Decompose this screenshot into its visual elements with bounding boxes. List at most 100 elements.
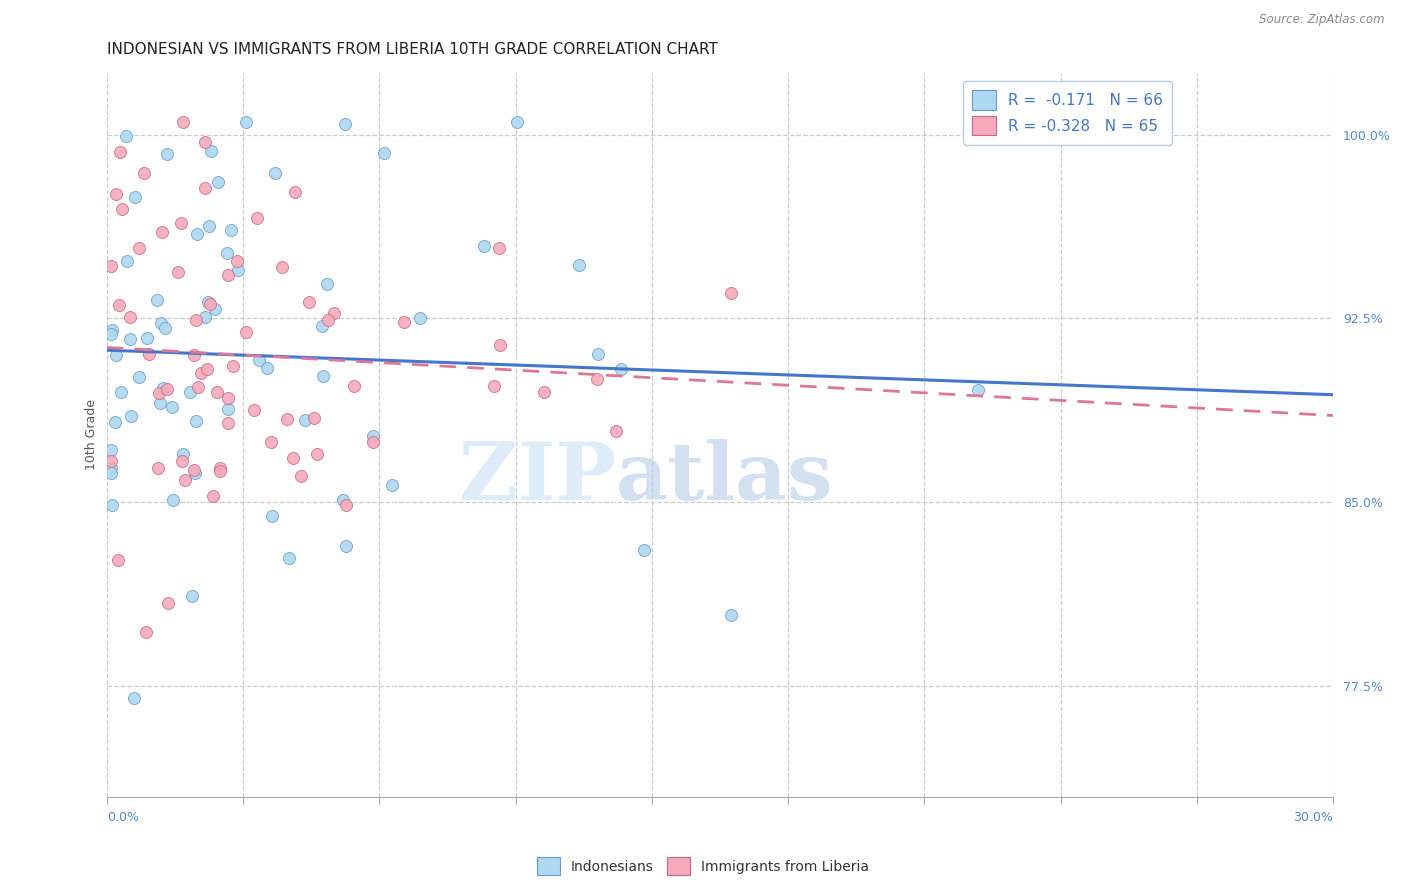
Point [194,310,217,324]
Point [156,146,179,161]
Point [205,384,228,399]
Point [217,391,239,405]
Point [209,460,232,475]
Point [100,467,122,481]
Point [107,553,129,567]
Point [198,297,221,311]
Point [184,414,207,428]
Point [190,366,212,380]
Point [488,338,510,352]
Point [217,402,239,417]
Point [108,145,131,159]
Point [381,478,404,492]
Point [225,253,247,268]
Point [101,498,124,512]
Point [221,223,243,237]
Point [166,265,188,279]
Point [110,384,132,399]
Point [294,413,316,427]
Point [242,403,264,417]
Point [135,625,157,640]
Point [183,466,205,480]
Point [101,323,124,337]
Text: INDONESIAN VS IMMIGRANTS FROM LIBERIA 10TH GRADE CORRELATION CHART: INDONESIAN VS IMMIGRANTS FROM LIBERIA 10… [107,42,717,57]
Point [120,409,142,423]
Point [222,359,245,374]
Point [610,362,633,376]
Point [568,258,591,272]
Point [181,590,204,604]
Point [204,301,226,316]
Point [235,115,257,129]
Point [311,318,333,333]
Point [150,317,173,331]
Point [187,380,209,394]
Point [290,468,312,483]
Point [200,145,222,159]
Point [966,383,988,397]
Point [409,311,432,326]
Point [298,294,321,309]
Text: atlas: atlas [616,439,834,517]
Point [277,551,299,566]
Point [373,145,395,160]
Point [162,492,184,507]
Point [118,310,141,324]
Point [172,115,194,129]
Point [394,315,416,329]
Point [312,368,335,383]
Point [149,396,172,410]
Point [256,361,278,376]
Y-axis label: 10th Grade: 10th Grade [86,400,98,470]
Point [305,447,328,461]
Point [304,410,326,425]
Point [217,268,239,283]
Point [201,489,224,503]
Point [361,428,384,442]
Point [124,190,146,204]
Point [100,460,122,475]
Point [263,166,285,180]
Point [198,219,221,234]
Point [145,293,167,307]
Point [316,277,339,291]
Point [506,115,529,129]
Text: 30.0%: 30.0% [1294,811,1333,824]
Point [174,473,197,487]
Point [235,325,257,339]
Text: Source: ZipAtlas.com: Source: ZipAtlas.com [1260,13,1385,27]
Point [586,346,609,360]
Point [270,260,292,275]
Point [488,240,510,254]
Point [156,382,179,396]
Point [322,306,344,320]
Point [186,312,208,326]
Point [335,117,357,131]
Point [104,415,127,429]
Point [474,238,496,252]
Point [194,180,217,194]
Point [335,498,357,512]
Point [179,385,201,400]
Point [195,362,218,376]
Point [586,371,609,385]
Point [533,385,555,400]
Legend: Indonesians, Immigrants from Liberia: Indonesians, Immigrants from Liberia [531,852,875,880]
Point [246,211,269,225]
Point [104,348,127,362]
Point [152,381,174,395]
Point [720,285,742,300]
Point [226,262,249,277]
Point [260,434,283,449]
Point [172,447,194,461]
Point [208,464,231,478]
Point [194,135,217,149]
Point [104,187,127,202]
Point [335,539,357,553]
Point [343,379,366,393]
Point [720,608,742,623]
Point [134,166,156,180]
Point [100,326,122,341]
Point [633,543,655,558]
Point [207,175,229,189]
